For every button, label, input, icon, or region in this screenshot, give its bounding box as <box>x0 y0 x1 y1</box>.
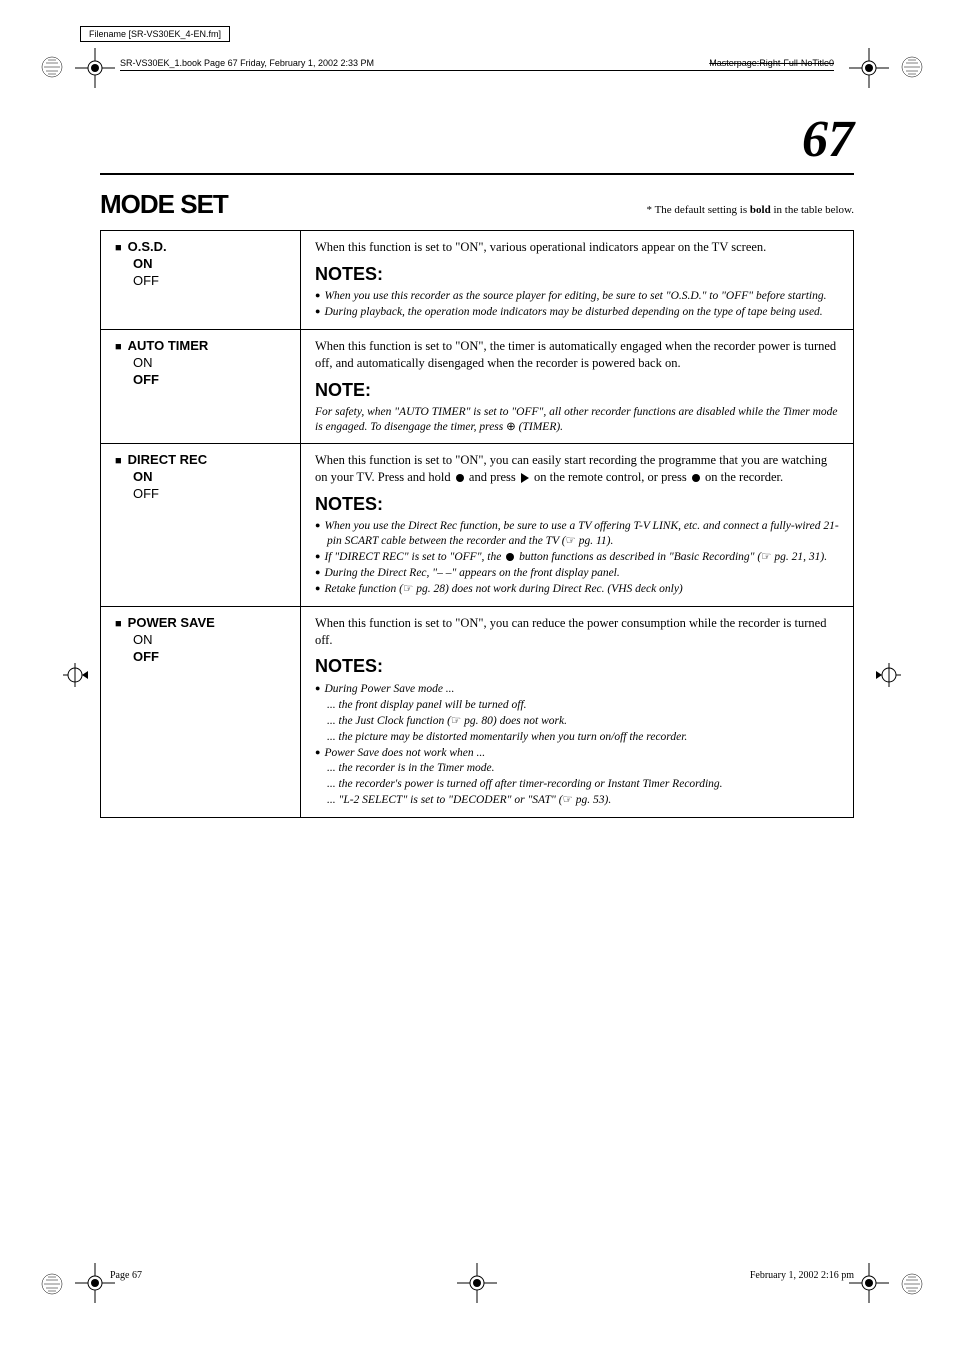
note-item: ... the recorder's power is turned off a… <box>315 777 839 792</box>
note-item: During playback, the operation mode indi… <box>315 305 839 320</box>
setting-option: ON <box>133 469 290 486</box>
setting-option: OFF <box>133 649 290 666</box>
setting-title: O.S.D. <box>115 239 290 254</box>
side-marker-right <box>874 660 904 690</box>
footer-right: February 1, 2002 2:16 pm <box>750 1270 854 1281</box>
settings-row: POWER SAVE ONOFF When this function is set… <box>101 607 853 818</box>
note-item: ... the Just Clock function (☞ pg. 80) d… <box>315 714 839 729</box>
notes-heading: NOTES: <box>315 654 839 678</box>
settings-row: DIRECT REC ONOFF When this function is set… <box>101 444 853 607</box>
crop-mark-tl <box>75 48 115 88</box>
content-area: 67 MODE SET * The default setting is bol… <box>100 110 854 818</box>
settings-table: O.S.D.ONOFFWhen this function is set to … <box>100 230 854 818</box>
notes-heading: NOTE: <box>315 378 839 402</box>
setting-title: DIRECT REC <box>115 452 290 467</box>
note-item: During the Direct Rec, "– –" appears on … <box>315 566 839 581</box>
setting-description: When this function is set to "ON", you c… <box>315 452 839 486</box>
setting-option: ON <box>133 632 290 649</box>
page-number: 67 <box>100 110 854 175</box>
section-header: MODE SET * The default setting is bold i… <box>100 189 854 220</box>
settings-row-left: AUTO TIMER ONOFF <box>101 330 301 443</box>
corner-decoration-tl <box>40 55 64 79</box>
crop-mark-bl <box>75 1263 115 1303</box>
crop-mark-tr <box>849 48 889 88</box>
book-info-right: Masterpage:Right-Full-NoTitle0 <box>709 58 834 68</box>
settings-row-right: When this function is set to "ON", you c… <box>301 607 853 818</box>
setting-description: When this function is set to "ON", you c… <box>315 615 839 649</box>
settings-row: AUTO TIMER ONOFF When this function is set… <box>101 330 853 444</box>
setting-option: ON <box>133 355 290 372</box>
notes-heading: NOTES: <box>315 492 839 516</box>
note-item: When you use this recorder as the source… <box>315 289 839 304</box>
settings-row-left: POWER SAVE ONOFF <box>101 607 301 818</box>
setting-option: OFF <box>133 486 290 503</box>
crop-mark-br <box>849 1263 889 1303</box>
footer-left: Page 67 <box>110 1270 142 1281</box>
settings-row-right: When this function is set to "ON", you c… <box>301 444 853 606</box>
note-item: When you use the Direct Rec function, be… <box>315 519 839 549</box>
setting-description: When this function is set to "ON", vario… <box>315 239 839 256</box>
notes-list: When you use the Direct Rec function, be… <box>315 519 839 597</box>
note-item: If "DIRECT REC" is set to "OFF", the but… <box>315 550 839 565</box>
setting-title: AUTO TIMER <box>115 338 290 353</box>
setting-option: ON <box>133 256 290 273</box>
section-title: MODE SET <box>100 189 228 220</box>
corner-decoration-tr <box>900 55 924 79</box>
book-info-bar: SR-VS30EK_1.book Page 67 Friday, Februar… <box>120 58 834 71</box>
crop-mark-bc <box>457 1263 497 1303</box>
notes-list: When you use this recorder as the source… <box>315 289 839 320</box>
note-item: During Power Save mode ... <box>315 682 839 697</box>
note-item: Power Save does not work when ... <box>315 746 839 761</box>
notes-list: For safety, when "AUTO TIMER" is set to … <box>315 405 839 435</box>
setting-title: POWER SAVE <box>115 615 290 630</box>
settings-row-right: When this function is set to "ON", the t… <box>301 330 853 443</box>
note-item: ... "L-2 SELECT" is set to "DECODER" or … <box>315 793 839 808</box>
setting-option: OFF <box>133 273 290 290</box>
corner-decoration-bl <box>40 1272 64 1296</box>
notes-heading: NOTES: <box>315 262 839 286</box>
note-item: Retake function (☞ pg. 28) does not work… <box>315 582 839 597</box>
book-info-left: SR-VS30EK_1.book Page 67 Friday, Februar… <box>120 58 374 68</box>
corner-decoration-br <box>900 1272 924 1296</box>
settings-row-left: DIRECT REC ONOFF <box>101 444 301 606</box>
notes-list: During Power Save mode ...... the front … <box>315 682 839 809</box>
note-item: ... the recorder is in the Timer mode. <box>315 761 839 776</box>
settings-row-right: When this function is set to "ON", vario… <box>301 231 853 329</box>
note-item: ... the picture may be distorted momenta… <box>315 730 839 745</box>
settings-row-left: O.S.D. ONOFF <box>101 231 301 329</box>
setting-description: When this function is set to "ON", the t… <box>315 338 839 372</box>
page-footer: Page 67 February 1, 2002 2:16 pm <box>110 1270 854 1281</box>
setting-option: OFF <box>133 372 290 389</box>
note-text: For safety, when "AUTO TIMER" is set to … <box>315 405 839 435</box>
filename-label: Filename [SR-VS30EK_4-EN.fm] <box>80 26 230 42</box>
settings-row: O.S.D. ONOFF When this function is set to … <box>101 231 853 330</box>
default-setting-note: * The default setting is bold in the tab… <box>647 204 854 216</box>
note-item: ... the front display panel will be turn… <box>315 698 839 713</box>
side-marker-left <box>60 660 90 690</box>
